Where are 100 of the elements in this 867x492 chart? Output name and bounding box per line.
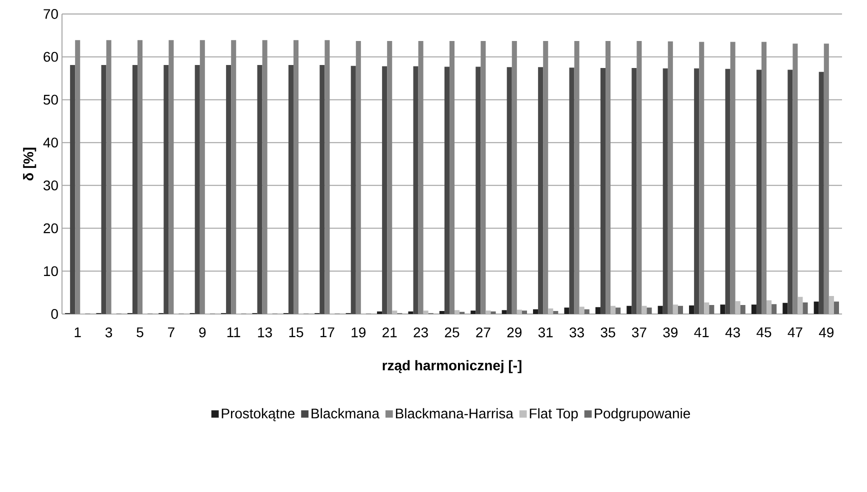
- bar: [231, 40, 236, 314]
- bar: [75, 40, 80, 314]
- x-tick-label: 13: [258, 327, 272, 338]
- bar: [423, 310, 428, 314]
- y-tick-label: 10: [44, 266, 58, 276]
- bar: [584, 309, 590, 314]
- x-tick-label: 17: [320, 327, 334, 338]
- bar: [293, 40, 299, 314]
- bar: [595, 307, 600, 314]
- bar: [502, 310, 507, 314]
- legend-label: Podgrupowanie: [594, 408, 690, 422]
- bar: [699, 42, 704, 314]
- x-tick-label: 9: [199, 327, 206, 338]
- bar: [70, 65, 76, 314]
- bar: [828, 296, 834, 314]
- bar: [792, 44, 798, 314]
- x-tick-label: 29: [507, 327, 522, 338]
- bar: [257, 65, 262, 314]
- bar: [740, 305, 746, 314]
- bar: [533, 309, 538, 314]
- bar: [788, 70, 793, 314]
- bar: [766, 300, 772, 314]
- bar: [324, 40, 330, 314]
- bar: [782, 302, 788, 314]
- bar: [632, 68, 637, 314]
- legend-label: Blackmana: [312, 408, 380, 418]
- x-tick-label: 33: [570, 327, 584, 338]
- y-tick-label: 30: [43, 180, 58, 190]
- bar: [730, 42, 736, 314]
- bar: [392, 310, 398, 314]
- x-tick-label: 5: [136, 327, 144, 338]
- y-tick-label: 50: [44, 94, 58, 105]
- x-tick-label: 49: [818, 327, 834, 338]
- bar: [548, 308, 554, 314]
- bar: [694, 68, 700, 314]
- x-tick-label: 39: [663, 327, 678, 338]
- bar: [626, 306, 632, 314]
- bar: [408, 311, 414, 314]
- bar: [616, 308, 621, 314]
- bar: [610, 306, 616, 314]
- bar: [418, 41, 424, 314]
- bar: [646, 308, 652, 314]
- bar: [605, 41, 611, 314]
- bar: [480, 41, 486, 314]
- bar: [516, 310, 522, 314]
- x-tick-label: 37: [632, 327, 646, 338]
- bar: [444, 66, 450, 314]
- y-tick-label: 70: [44, 9, 58, 19]
- bar: [101, 65, 106, 314]
- x-axis-title: rząd harmonicznej [-]: [382, 360, 522, 374]
- x-tick-label: 27: [476, 327, 490, 338]
- bar: [506, 67, 512, 314]
- x-tick-label: 43: [725, 327, 740, 338]
- bar: [470, 310, 476, 314]
- bar: [761, 42, 767, 314]
- legend-label: Blackmana-Harrisa: [396, 408, 514, 418]
- bar: [574, 41, 580, 314]
- bar: [772, 304, 777, 314]
- y-tick-label: 0: [51, 309, 58, 319]
- bar: [132, 65, 138, 314]
- bar: [350, 66, 356, 314]
- bar: [454, 310, 460, 314]
- y-tick-label: 40: [43, 138, 58, 148]
- bar: [600, 68, 606, 314]
- bar: [476, 66, 481, 314]
- bar: [288, 65, 294, 314]
- bar: [756, 70, 762, 314]
- bar: [164, 65, 169, 314]
- y-tick-label: 20: [44, 223, 58, 234]
- bar: [194, 65, 200, 314]
- bar: [486, 310, 491, 314]
- bar: [704, 302, 710, 314]
- x-tick-label: 21: [382, 327, 397, 338]
- bar: [672, 304, 678, 314]
- x-tick-label: 7: [168, 327, 174, 338]
- x-tick-label: 19: [352, 327, 366, 338]
- bar: [824, 44, 829, 314]
- bar: [137, 40, 143, 314]
- bar: [106, 40, 112, 314]
- bar: [689, 305, 694, 314]
- x-tick-label: 31: [538, 327, 553, 338]
- x-tick-label: 25: [444, 327, 460, 338]
- bar: [543, 41, 548, 314]
- bar: [262, 40, 268, 314]
- bar: [449, 41, 455, 314]
- bar: [538, 67, 544, 314]
- bar: [439, 311, 444, 314]
- bar: [751, 304, 756, 314]
- bar: [818, 72, 824, 314]
- bar: [636, 41, 642, 314]
- bar: [512, 41, 517, 314]
- x-tick-label: 11: [227, 327, 240, 338]
- bar: [802, 302, 808, 314]
- bar: [168, 40, 174, 314]
- bar: [226, 65, 232, 314]
- bar: [720, 304, 726, 314]
- y-tick-label: 60: [44, 52, 58, 62]
- x-tick-label: 45: [756, 327, 772, 338]
- bar: [377, 311, 382, 314]
- bar: [200, 40, 205, 314]
